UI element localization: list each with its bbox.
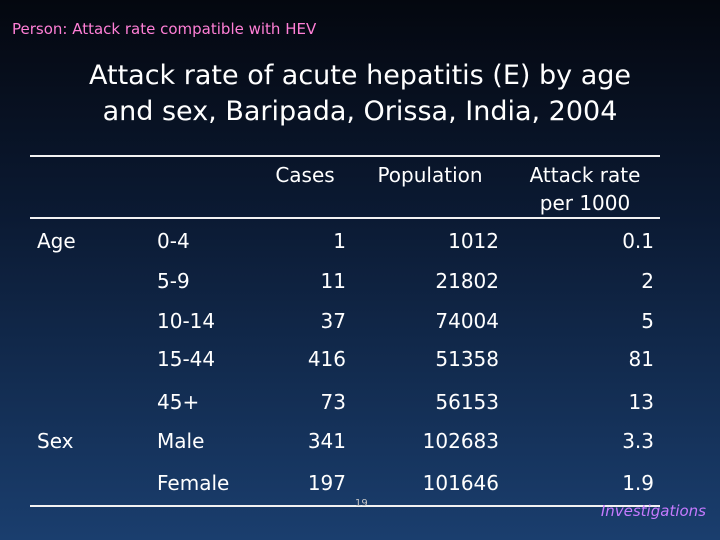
row-category: 5-9 [157,269,190,293]
row-attack-rate: 2 [641,269,654,293]
row-cases: 37 [320,309,346,333]
row-cases: 197 [307,471,346,495]
row-cases: 1 [333,229,346,253]
row-category: Male [157,429,205,453]
row-attack-rate: 13 [628,390,654,414]
group-label-age: Age [37,229,76,253]
column-header-population: Population [377,163,483,187]
column-header-attack-rate: Attack rate per 1000 [510,161,660,217]
slide-title: Attack rate of acute hepatitis (E) by ag… [0,58,720,130]
footer-label: Investigations [600,502,706,520]
row-population: 56153 [435,390,499,414]
row-population: 51358 [435,347,499,371]
row-attack-rate: 5 [641,309,654,333]
row-cases: 73 [320,390,346,414]
row-cases: 341 [307,429,346,453]
row-category: 45+ [157,390,200,414]
row-attack-rate: 3.3 [622,429,654,453]
column-header-attack-rate-line1: Attack rate [529,163,641,187]
row-category: Female [157,471,230,495]
row-attack-rate: 81 [628,347,654,371]
column-header-attack-rate-line2: per 1000 [539,191,631,215]
title-line-2: and sex, Baripada, Orissa, India, 2004 [102,96,618,127]
table-top-rule [30,155,660,157]
column-header-cases: Cases [275,163,335,187]
group-label-sex: Sex [37,429,74,453]
page-number: 19 [355,498,368,509]
row-cases: 416 [307,347,346,371]
table-bottom-rule [30,505,660,507]
row-population: 101646 [422,471,499,495]
row-attack-rate: 1.9 [622,471,654,495]
row-population: 74004 [435,309,499,333]
row-population: 102683 [422,429,499,453]
table-header-rule [30,217,660,219]
row-attack-rate: 0.1 [622,229,654,253]
slide-header-label: Person: Attack rate compatible with HEV [12,20,317,38]
title-line-1: Attack rate of acute hepatitis (E) by ag… [88,60,632,91]
row-population: 21802 [435,269,499,293]
row-category: 15-44 [157,347,216,371]
row-category: 10-14 [157,309,216,333]
row-cases: 11 [320,269,346,293]
row-population: 1012 [448,229,499,253]
row-category: 0-4 [157,229,190,253]
